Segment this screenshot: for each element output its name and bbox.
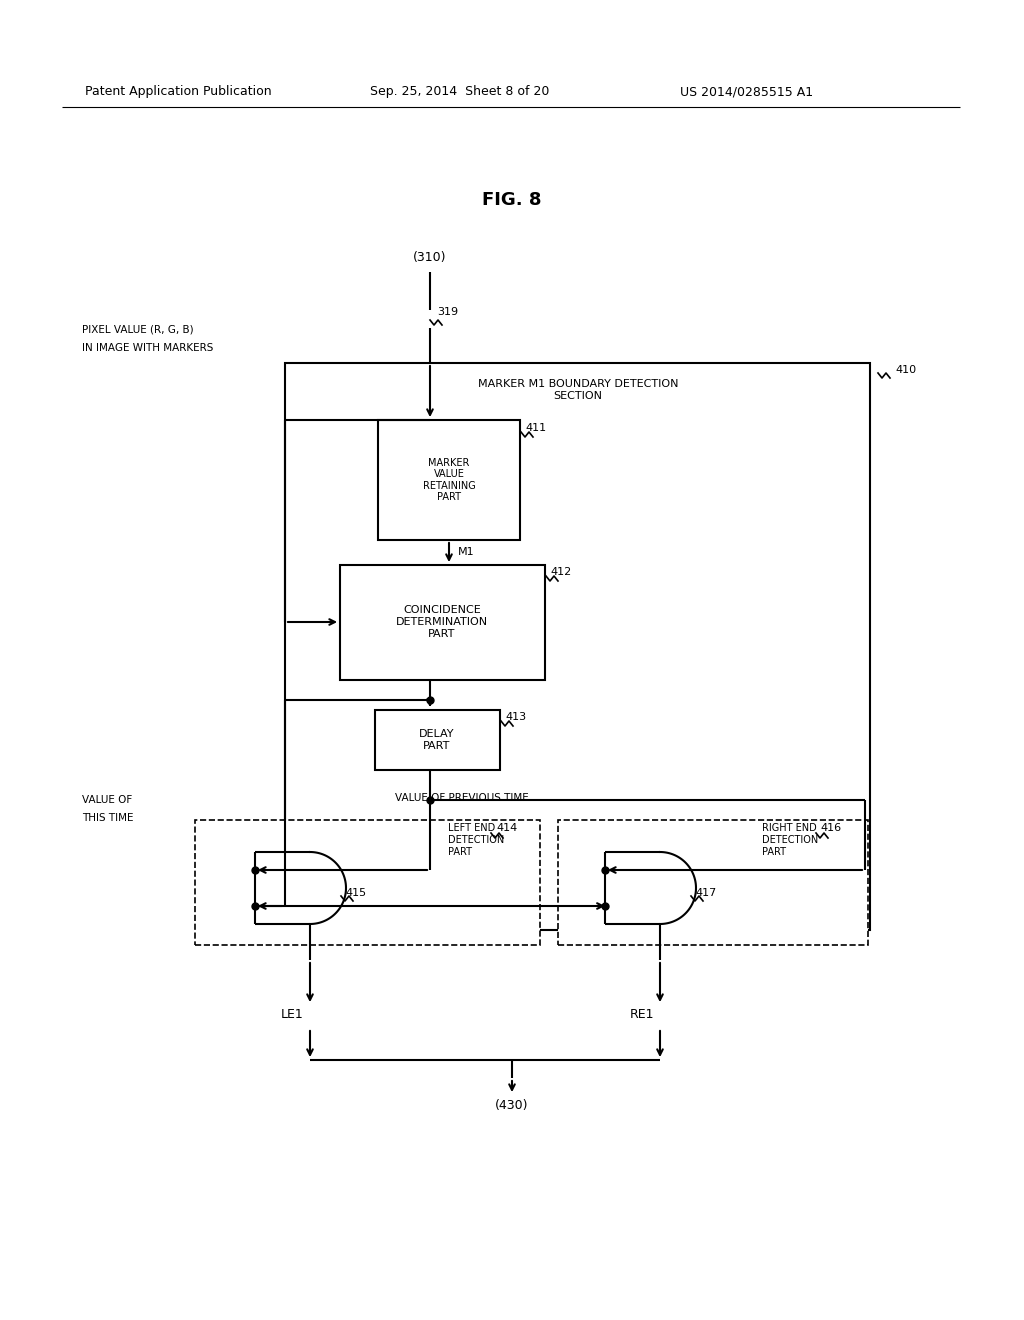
Text: Patent Application Publication: Patent Application Publication: [85, 86, 271, 99]
Text: 415: 415: [345, 888, 367, 898]
Text: Sep. 25, 2014  Sheet 8 of 20: Sep. 25, 2014 Sheet 8 of 20: [370, 86, 549, 99]
Text: DELAY
PART: DELAY PART: [419, 729, 455, 751]
Text: (310): (310): [414, 252, 446, 264]
Text: 412: 412: [550, 568, 571, 577]
Text: 410: 410: [895, 366, 916, 375]
Text: 413: 413: [505, 711, 526, 722]
FancyBboxPatch shape: [378, 420, 520, 540]
FancyBboxPatch shape: [375, 710, 500, 770]
Text: MARKER M1 BOUNDARY DETECTION
SECTION: MARKER M1 BOUNDARY DETECTION SECTION: [478, 379, 678, 401]
Text: MARKER
VALUE
RETAINING
PART: MARKER VALUE RETAINING PART: [423, 458, 475, 503]
Text: RE1: RE1: [630, 1008, 654, 1022]
Text: 319: 319: [437, 308, 458, 317]
FancyBboxPatch shape: [195, 820, 540, 945]
Text: 414: 414: [496, 822, 517, 833]
Text: LE1: LE1: [281, 1008, 303, 1022]
Text: US 2014/0285515 A1: US 2014/0285515 A1: [680, 86, 813, 99]
Text: M1: M1: [458, 546, 475, 557]
FancyBboxPatch shape: [285, 363, 870, 931]
Text: RIGHT END
DETECTION
PART: RIGHT END DETECTION PART: [762, 824, 818, 857]
Text: COINCIDENCE
DETERMINATION
PART: COINCIDENCE DETERMINATION PART: [396, 606, 488, 639]
Text: FIG. 8: FIG. 8: [482, 191, 542, 209]
Text: 416: 416: [820, 822, 841, 833]
Text: 417: 417: [695, 888, 716, 898]
Text: VALUE OF PREVIOUS TIME: VALUE OF PREVIOUS TIME: [395, 793, 528, 803]
Text: THIS TIME: THIS TIME: [82, 813, 133, 822]
Text: IN IMAGE WITH MARKERS: IN IMAGE WITH MARKERS: [82, 343, 213, 352]
Text: (430): (430): [496, 1098, 528, 1111]
Text: 411: 411: [525, 422, 546, 433]
Text: VALUE OF: VALUE OF: [82, 795, 132, 805]
Text: PIXEL VALUE (R, G, B): PIXEL VALUE (R, G, B): [82, 325, 194, 335]
Text: LEFT END
DETECTION
PART: LEFT END DETECTION PART: [449, 824, 504, 857]
FancyBboxPatch shape: [558, 820, 868, 945]
FancyBboxPatch shape: [340, 565, 545, 680]
